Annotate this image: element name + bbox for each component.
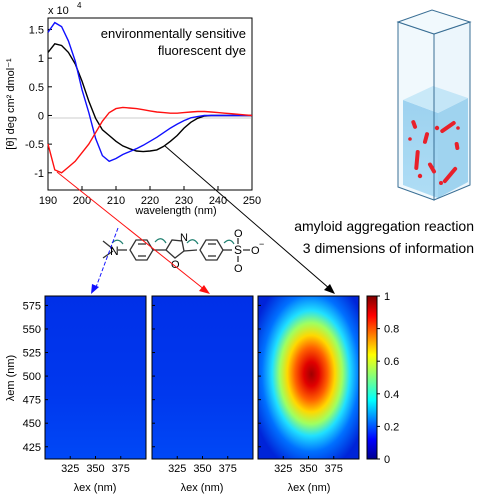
cd-plot-frame [47,17,253,191]
cuvette-glass-front [397,21,435,201]
heatmap-x-tick-label: 350 [86,463,104,475]
colorbar-tick-label: 0.6 [384,356,399,368]
colorbar-tick-label: 0.8 [384,324,399,336]
cd-x-tick-label: 210 [107,195,125,207]
sulfur-label: S [234,243,242,257]
cd-series-red [47,106,253,174]
cd-y-tick-label: -1 [34,168,44,180]
dye-molecule [102,238,250,262]
cd-annotation-line2: fluorescent dye [158,43,246,58]
sulfonate-charge: − [259,239,264,249]
black-arrowhead [324,284,335,294]
cd-x-tick-label: 220 [141,195,159,207]
colorbar: 1 0.8 0.6 0.4 0.2 0 [366,291,399,466]
cd-annotation-line1: environmentally sensitive [101,26,246,41]
cd-x-axis-label: wavelength (nm) [134,205,216,217]
cd-y-tick-label: 0 [38,110,44,122]
black-arrow-line [164,145,331,290]
cd-chart: 190 200 210 220 230 240 250 1.5 1 0.5 0 -0.5 -1 x 10… [5,1,261,217]
cd-x-tick-label: 190 [39,195,57,207]
cuvette-liquid-top [403,86,468,113]
oxazole-o-label: O [171,259,180,271]
cd-x-tick-label: 200 [73,195,91,207]
cd-y-axis-label: [θ] deg cm² dmol⁻¹ [5,58,17,150]
heatmap-x-tick-label: 325 [168,463,186,475]
cuvette-liquid-side [438,98,468,198]
blue-arrow-line [94,227,119,291]
heatmap-x-tick-label: 350 [193,463,211,475]
benzene-ring-1 [129,239,154,261]
amyloid-aggregates [408,120,460,185]
cd-exponent-power: 4 [77,1,82,10]
heatmap-x-tick-label: 375 [325,463,343,475]
heatmap-panel-3 [257,295,360,460]
heatmap-panels: 575 550 525 500 475 450 425 325 350 375 325 350 375 3… [5,295,360,494]
heatmap-panel-2 [151,295,254,460]
oxazole-ring [165,239,185,259]
heatmap-y-tick-label: 425 [23,442,41,454]
heatmap-x-label-1: λex (nm) [74,482,117,494]
red-arrow-line [56,171,206,291]
colorbar-tick-label: 0.4 [384,389,399,401]
heatmap-y-tick-label: 500 [23,371,41,383]
cd-y-tick-label: 1.5 [29,24,44,36]
heatmap-x-tick-label: 375 [219,463,237,475]
heatmap-x-tick-label: 350 [299,463,317,475]
cd-y-tick-label: 0.5 [29,82,44,94]
heatmap-ticks: 575 550 525 500 475 450 425 325 350 375 325 350 375 3… [23,300,343,475]
colorbar-tick-label: 0 [384,454,390,466]
cd-x-tick-label: 250 [243,195,261,207]
colorbar-gradient [366,295,378,460]
cd-series-group [47,21,253,174]
sulfonate-o-top-label: O [234,228,243,240]
heatmap-y-tick-label: 475 [23,395,41,407]
cd-series-blue [47,21,252,163]
linking-arrows [56,145,335,294]
right-text-line1: amyloid aggregation reaction [294,218,474,234]
heatmap-x-label-2: λex (nm) [181,482,224,494]
colorbar-ticks: 1 0.8 0.6 0.4 0.2 0 [377,291,399,466]
cd-exponent-label: x 10 [48,5,69,17]
colorbar-tick-label: 0.2 [384,421,399,433]
sulfonate-o-right-label: O [251,245,260,257]
sulfonate-o-bottom-label: O [234,263,243,275]
cd-y-tick-label: 1 [38,53,44,65]
heatmap-y-tick-label: 450 [23,418,41,430]
heatmap-x-tick-label: 375 [112,463,130,475]
cd-x-tick-label: 240 [209,195,227,207]
red-arrowhead [199,285,210,294]
cd-axis-ticks: 190 200 210 220 230 240 250 1.5 1 0.5 0 -0.5 -1 [25,24,261,207]
molecule-labels: N N O S O O O − [110,228,264,275]
heatmap-x-tick-label: 325 [274,463,292,475]
cuvette-glass-top [396,9,472,35]
heatmap-x-label-3: λex (nm) [288,482,331,494]
benzene-ring-2 [199,239,224,261]
cd-y-tick-label: -0.5 [25,139,44,151]
heatmap-y-axis-label: λem (nm) [5,355,17,401]
oxazole-n-label: N [180,232,188,244]
blue-arrowhead [91,284,99,294]
heatmap-panel-1 [44,295,147,460]
amine-n-label: N [110,244,119,258]
right-text-line2: 3 dimensions of information [303,240,474,256]
cuvette-illustration [396,9,472,201]
colorbar-tick-label: 1 [384,291,390,303]
cd-x-tick-label: 230 [175,195,193,207]
heatmap-y-tick-label: 575 [23,300,41,312]
cuvette-liquid-front [403,100,438,198]
heatmap-y-tick-label: 550 [23,324,41,336]
heatmap-y-tick-label: 525 [23,348,41,360]
heatmap-x-tick-label: 325 [61,463,79,475]
